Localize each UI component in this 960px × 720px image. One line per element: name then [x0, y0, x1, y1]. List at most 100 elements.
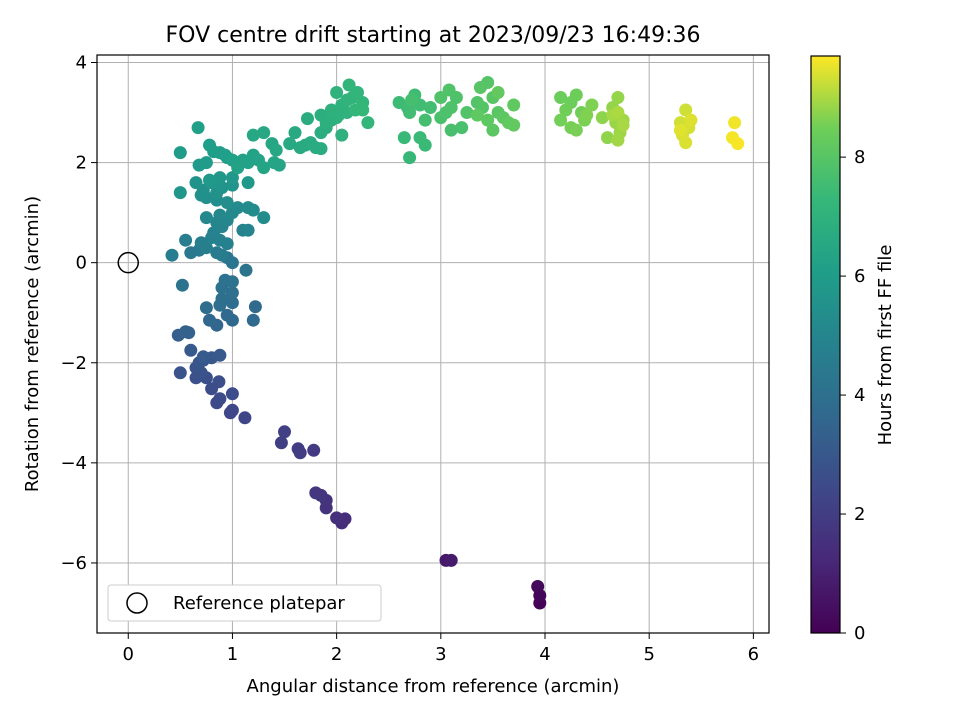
- data-point: [580, 108, 594, 122]
- data-point: [423, 101, 437, 114]
- data-point: [481, 113, 495, 127]
- data-point: [679, 136, 693, 150]
- data-point: [444, 553, 458, 567]
- y-tick-label: 0: [76, 253, 87, 274]
- data-point: [470, 108, 484, 122]
- data-point: [288, 126, 302, 140]
- colorbar-tick-label: 2: [854, 504, 865, 525]
- data-point: [301, 112, 314, 126]
- data-point: [351, 86, 364, 99]
- data-point: [460, 106, 474, 119]
- reference-point-marker: [117, 251, 140, 274]
- data-point: [434, 91, 448, 104]
- x-tick-label: 3: [435, 644, 446, 665]
- data-point: [569, 88, 583, 102]
- grid-lines: [97, 55, 769, 633]
- plot-area: 0 1 2 3 4 5 6 −6 −4 −2 0 2 4 Reference platepar: [60, 53, 770, 665]
- data-point: [203, 313, 216, 327]
- data-point: [269, 143, 283, 157]
- data-point: [444, 101, 458, 114]
- data-point: [309, 486, 323, 500]
- data-point: [184, 343, 198, 357]
- data-point: [213, 348, 227, 362]
- data-point: [486, 123, 500, 137]
- data-point: [611, 133, 625, 147]
- data-point: [246, 128, 260, 142]
- data-point: [335, 128, 349, 142]
- data-point: [278, 425, 291, 439]
- x-tick-label: 1: [227, 644, 238, 665]
- data-point: [405, 93, 419, 107]
- data-point: [307, 443, 321, 457]
- data-point: [215, 181, 229, 195]
- data-point: [684, 113, 698, 127]
- data-point: [213, 208, 227, 222]
- data-point: [179, 233, 193, 247]
- data-point: [616, 118, 630, 132]
- data-point: [213, 171, 227, 185]
- data-point: [246, 313, 260, 327]
- data-point: [215, 292, 229, 306]
- data-point: [257, 211, 271, 225]
- legend-label-reference: Reference platepar: [173, 593, 345, 614]
- x-tick-label: 6: [748, 644, 759, 665]
- colorbar-gradient: [810, 55, 841, 634]
- data-point: [173, 366, 187, 380]
- plot-frame: [96, 54, 770, 634]
- data-point: [491, 86, 505, 99]
- colorbar-label: Hours from first FF file: [875, 245, 896, 446]
- data-point: [207, 145, 221, 159]
- data-point: [199, 156, 213, 170]
- data-point: [283, 137, 297, 151]
- data-point: [403, 106, 417, 119]
- data-point: [225, 171, 239, 185]
- x-axis-label: Angular distance from reference (arcmin): [247, 676, 620, 697]
- data-point: [673, 123, 687, 137]
- data-point: [215, 248, 229, 262]
- data-point: [314, 142, 328, 156]
- data-point: [248, 300, 262, 314]
- data-point: [199, 241, 213, 255]
- data-point: [330, 86, 344, 99]
- y-tick-label: 2: [76, 153, 87, 174]
- data-point: [274, 436, 288, 450]
- legend-box: [107, 584, 382, 622]
- x-axis-ticks: 0 1 2 3 4 5 6: [123, 633, 759, 665]
- data-point: [731, 137, 745, 151]
- legend-marker-reference: [126, 592, 148, 614]
- data-point: [397, 131, 411, 145]
- colorbar-tick-label: 8: [854, 147, 865, 168]
- colorbar-ticks: 0 2 4 6 8: [840, 147, 865, 644]
- data-point: [444, 123, 458, 137]
- data-point: [611, 91, 625, 104]
- data-point: [241, 176, 255, 190]
- data-point: [595, 111, 609, 125]
- colorbar-tick-label: 0: [854, 623, 865, 644]
- data-point: [585, 98, 599, 112]
- data-point: [559, 103, 573, 117]
- data-point: [356, 103, 370, 117]
- x-tick-label: 5: [643, 644, 654, 665]
- data-point: [165, 248, 179, 262]
- data-point: [442, 83, 456, 97]
- chart-title: FOV centre drift starting at 2023/09/23 …: [166, 23, 701, 48]
- colorbar-tick-label: 6: [854, 266, 865, 287]
- data-point: [601, 131, 614, 145]
- data-point: [319, 116, 333, 130]
- data-point: [418, 113, 432, 127]
- x-tick-label: 2: [331, 644, 342, 665]
- data-point: [531, 580, 545, 593]
- data-point: [238, 411, 252, 425]
- data-point: [455, 121, 469, 135]
- data-point: [220, 196, 234, 210]
- data-point: [257, 161, 271, 175]
- data-point: [179, 325, 193, 339]
- data-point: [239, 263, 253, 277]
- data-point: [330, 511, 344, 525]
- x-tick-label: 4: [539, 644, 550, 665]
- data-point: [231, 201, 245, 215]
- data-point: [225, 387, 239, 401]
- y-tick-label: −4: [60, 453, 87, 474]
- data-point: [191, 121, 205, 135]
